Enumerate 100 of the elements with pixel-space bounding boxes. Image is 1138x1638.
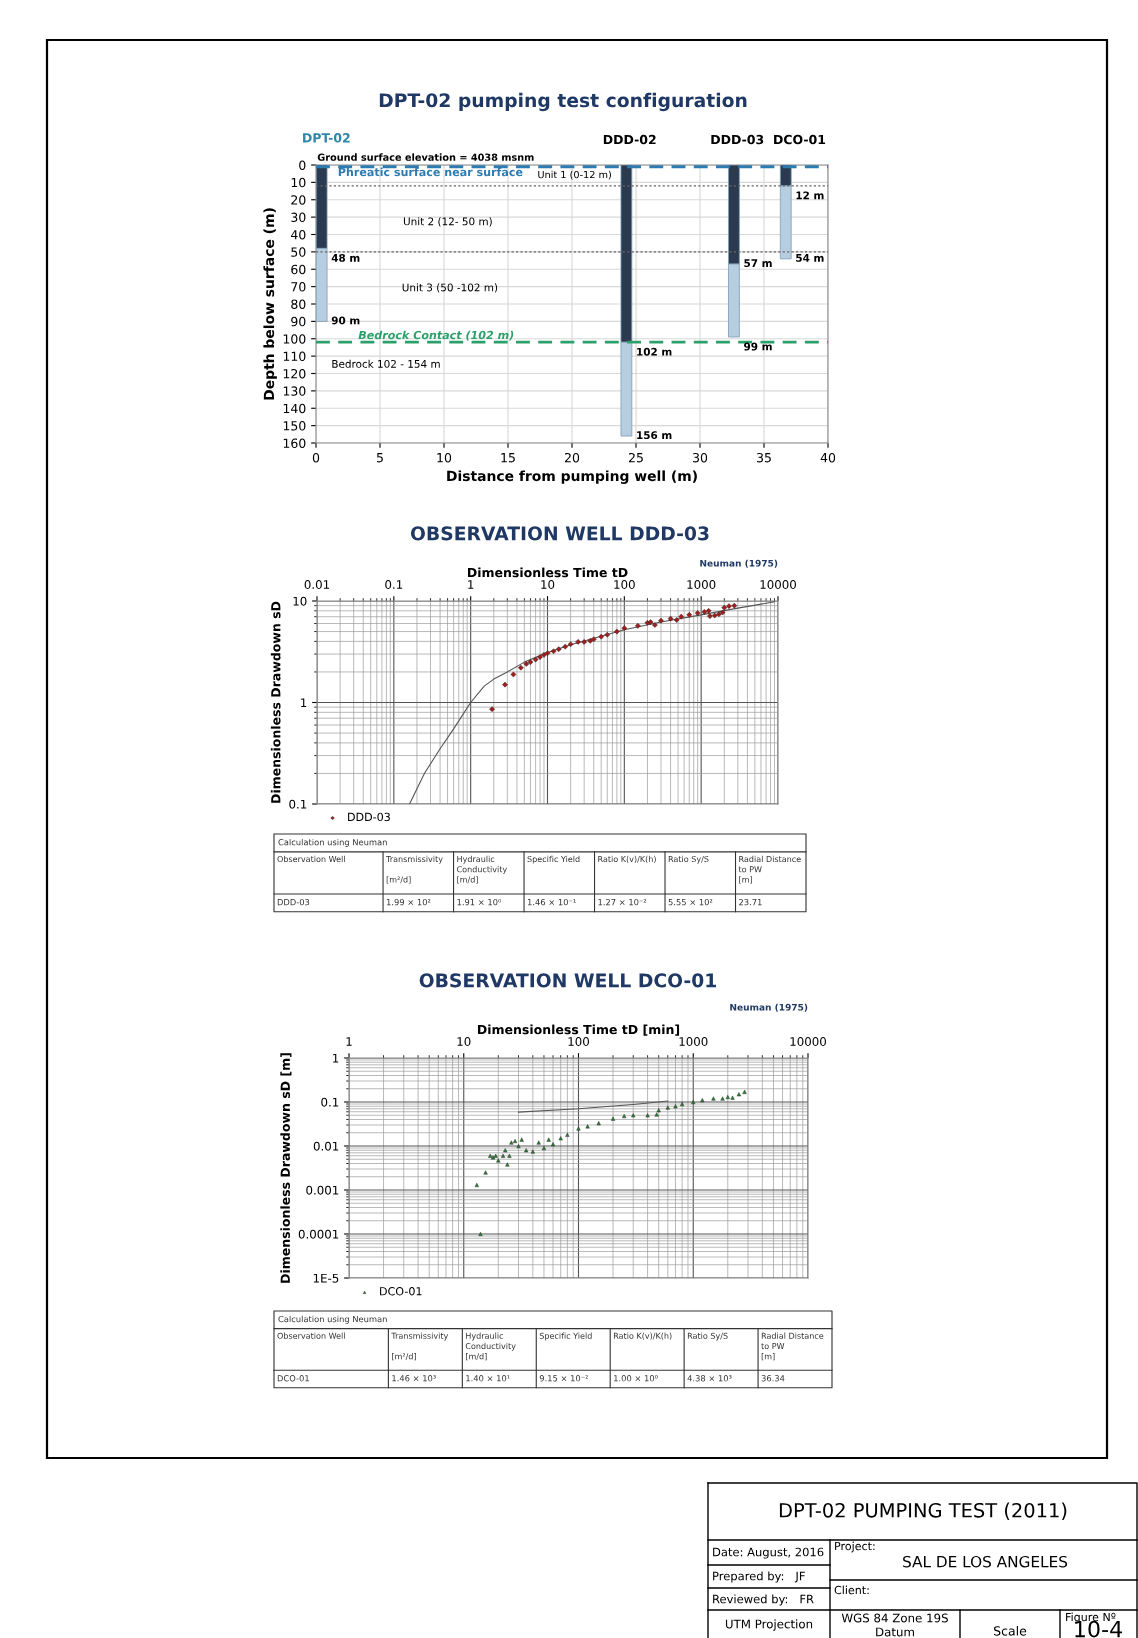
- text: Observation Well: [277, 1332, 345, 1339]
- y-axis-title: Depth below surface (m): [263, 208, 277, 400]
- y-tick-label: 10: [293, 596, 307, 606]
- x-tick-label: 1000: [679, 1037, 708, 1046]
- y-tick-label: 70: [291, 282, 306, 292]
- annotation: Bedrock 102 - 154 m: [332, 359, 440, 368]
- x-tick-label: 25: [628, 452, 643, 463]
- y-tick-label: 150: [283, 421, 306, 431]
- y-tick-label: 1: [333, 1053, 339, 1063]
- y-axis-title: Dimensionless Drawdown sD: [270, 601, 281, 803]
- x-tick-label: 20: [564, 452, 580, 463]
- x-tick-label: 1: [346, 1037, 352, 1046]
- y-tick-label: 0.01: [313, 1141, 339, 1151]
- text: SAL DE LOS ANGELES: [903, 1555, 1068, 1568]
- text: Radial Distance to PW [m]: [761, 1332, 824, 1361]
- text: Date: August, 2016: [713, 1547, 824, 1559]
- x-tick-label: 100: [614, 580, 635, 589]
- text: WGS 84 Zone 19S: [841, 1613, 948, 1623]
- y-tick-label: 120: [283, 368, 306, 379]
- annotation: 90 m: [331, 316, 360, 325]
- text: Prepared by: JF: [713, 1571, 805, 1583]
- annotation: 12 m: [796, 191, 824, 200]
- x-tick-label: 1: [468, 580, 474, 589]
- annotation: 102 m: [637, 347, 672, 356]
- text: 23.71: [739, 898, 762, 906]
- text: Specific Yield: [527, 855, 580, 864]
- chart-title: OBSERVATION WELL DDD-03: [410, 526, 709, 541]
- y-tick-label: 80: [291, 299, 306, 309]
- annotation: 57 m: [744, 259, 772, 268]
- text: Hydraulic Conductivity [m/d]: [465, 1332, 516, 1361]
- x-tick-label: 100: [568, 1037, 589, 1046]
- y-tick-label: 20: [291, 195, 306, 205]
- text: 9.15 × 10⁻²: [539, 1375, 588, 1382]
- text: Calculation using Neuman: [278, 838, 387, 847]
- text: Ratio K(v)/K(h): [598, 855, 656, 863]
- annotation: 99 m: [744, 342, 772, 351]
- y-tick-label: 60: [291, 264, 306, 275]
- annotation: 156 m: [637, 431, 672, 440]
- annotation: Unit 1 (0-12 m): [538, 170, 611, 180]
- y-tick-label: 1: [301, 698, 307, 707]
- annotation: Unit 2 (12- 50 m): [403, 217, 492, 227]
- text: Transmissivity [m²/d]: [386, 855, 443, 884]
- text: Transmissivity [m²/d]: [391, 1332, 449, 1361]
- y-tick-label: 50: [291, 247, 306, 257]
- y-tick-label: 110: [283, 351, 306, 362]
- y-tick-label: 0.001: [306, 1185, 339, 1195]
- x-tick-label: 10: [437, 452, 452, 463]
- y-tick-label: 10: [291, 177, 306, 188]
- x-axis-title: Dimensionless Time tD [min]: [478, 1024, 680, 1036]
- text: DPT-02 PUMPING TEST (2011): [779, 1502, 1067, 1520]
- text: 1.99 × 10²: [386, 898, 431, 906]
- text: Observation Well: [277, 855, 345, 863]
- x-tick-label: 30: [693, 452, 708, 463]
- text: Ground surface elevation = 4038 msnm: [317, 153, 534, 161]
- text: 1.00 × 10⁰: [614, 1375, 658, 1382]
- annotation: 48 m: [331, 253, 360, 262]
- y-tick-label: 1E-5: [313, 1273, 339, 1283]
- x-tick-label: 10: [541, 580, 555, 589]
- annotation: Unit 3 (50 -102 m): [402, 283, 498, 293]
- text: Neuman (1975): [700, 559, 778, 568]
- text: Specific Yield: [539, 1332, 592, 1341]
- x-tick-label: 10000: [760, 580, 796, 589]
- text: Datum: [876, 1627, 914, 1637]
- text: Hydraulic Conductivity [m/d]: [457, 855, 507, 884]
- legend-label: DDD-03: [348, 812, 390, 822]
- annotation: 54 m: [796, 254, 824, 262]
- text: 1.40 × 10¹: [466, 1375, 510, 1382]
- y-tick-label: 0.1: [289, 799, 307, 809]
- text: UTM Projection: [725, 1619, 813, 1631]
- text: Project:: [835, 1541, 875, 1553]
- text: DPT-02: [303, 133, 350, 143]
- text: 4.38 × 10³: [687, 1375, 732, 1382]
- text: DCO-01: [774, 134, 826, 145]
- ref-line-label: Phreatic surface near surface: [338, 167, 523, 177]
- text: Radial Distance to PW [m]: [738, 855, 801, 884]
- text: Scale: [994, 1625, 1027, 1636]
- text: Calculation using Neuman: [278, 1315, 387, 1324]
- text: DCO-01: [277, 1375, 309, 1382]
- chart-title: OBSERVATION WELL DCO-01: [419, 973, 717, 988]
- y-tick-label: 40: [290, 229, 306, 240]
- y-tick-label: 90: [291, 316, 306, 327]
- text: DDD-03: [711, 134, 764, 145]
- y-tick-label: 30: [291, 212, 306, 223]
- x-tick-label: 5: [376, 453, 383, 463]
- chart-title: DPT-02 pumping test configuration: [379, 92, 747, 112]
- y-tick-label: 140: [283, 403, 306, 414]
- text: DDD-03: [277, 898, 310, 906]
- text: DDD-02: [603, 134, 656, 145]
- x-tick-label: 15: [501, 453, 515, 463]
- x-tick-label: 1000: [687, 580, 716, 589]
- text: Client:: [834, 1585, 869, 1595]
- text: 1.91 × 10⁰: [457, 898, 502, 906]
- text: 36.34: [761, 1375, 785, 1382]
- x-tick-label: 35: [757, 452, 771, 463]
- text: 5.55 × 10²: [668, 898, 713, 906]
- y-tick-label: 160: [283, 438, 306, 448]
- text: 1.27 × 10⁻²: [598, 898, 647, 906]
- x-tick-label: 10000: [790, 1037, 826, 1046]
- text: Ratio K(v)/K(h): [613, 1332, 672, 1340]
- y-tick-label: 100: [283, 334, 306, 344]
